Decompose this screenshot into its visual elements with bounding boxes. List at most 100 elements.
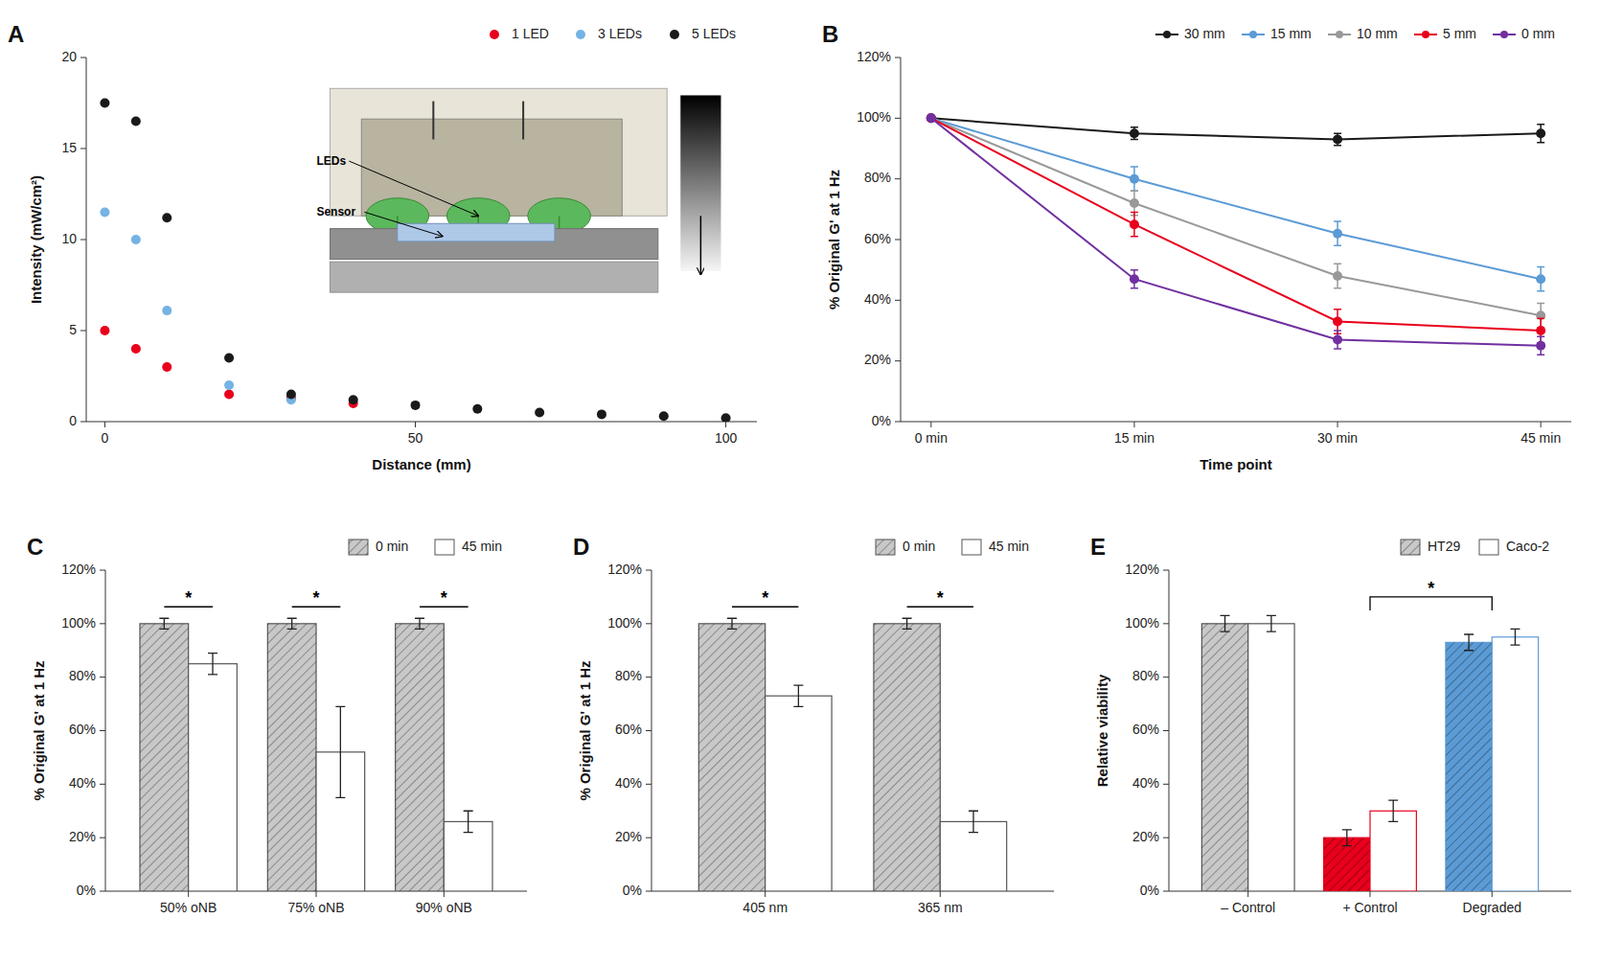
legend-swatch	[875, 539, 895, 555]
y-axis-label: Relative viability	[1094, 673, 1111, 787]
error-bar	[793, 685, 803, 707]
y-tick	[894, 360, 901, 362]
x-tick	[725, 421, 727, 428]
y-tick	[645, 676, 652, 678]
legend-label: 30 mm	[1184, 25, 1226, 42]
x-tick	[414, 421, 416, 428]
y-tick-label: 80%	[615, 667, 642, 684]
y-tick	[645, 783, 652, 785]
legend-swatch	[348, 539, 368, 555]
x-tick	[1540, 421, 1542, 428]
line-marker	[1332, 317, 1343, 327]
error-bar	[727, 617, 737, 629]
legend-label: 0 mm	[1521, 25, 1555, 42]
y-tick-label: 80%	[1132, 667, 1160, 684]
scatter-point	[131, 116, 141, 127]
x-tick-label: 50	[408, 430, 424, 446]
legend-label: Caco-2	[1506, 538, 1550, 554]
panel-title: C	[26, 533, 44, 560]
significance-star: *	[1427, 578, 1435, 598]
y-tick	[894, 299, 901, 301]
y-tick-label: 120%	[856, 48, 892, 65]
schematic-sensor	[397, 223, 555, 242]
scatter-point	[131, 343, 141, 354]
y-tick	[1163, 837, 1169, 839]
line-marker	[926, 113, 937, 123]
x-tick-label: 15 min	[1114, 430, 1155, 446]
legend-swatch-marker	[1249, 30, 1258, 39]
y-tick	[99, 837, 106, 839]
scatter-point	[161, 212, 172, 223]
y-tick	[645, 622, 652, 624]
y-tick	[99, 622, 106, 624]
line-marker	[926, 113, 937, 123]
legend-swatch	[575, 29, 586, 40]
x-tick	[443, 891, 445, 897]
error-bar	[1266, 615, 1277, 632]
x-tick	[316, 891, 318, 897]
line-marker	[1535, 274, 1546, 284]
panel: 0 min15 min30 min45 min0%20%40%60%80%100…	[822, 21, 1572, 473]
y-tick-label: 100%	[607, 615, 642, 631]
legend-swatch	[434, 539, 455, 555]
error-bar	[159, 617, 169, 629]
y-tick	[1163, 676, 1169, 678]
legend-label: 5 mm	[1442, 25, 1477, 42]
y-axis-label: Intensity (mW/cm²)	[27, 175, 45, 304]
y-tick	[645, 730, 652, 732]
legend-swatch-marker	[1335, 30, 1344, 39]
line-marker	[1129, 219, 1140, 229]
line-marker	[1535, 128, 1546, 138]
error-bar	[902, 617, 913, 629]
annotations: *	[1370, 578, 1492, 611]
bar	[188, 663, 238, 892]
x-tick-label: Degraded	[1462, 899, 1523, 915]
bar	[1445, 641, 1492, 892]
line-marker	[926, 113, 937, 123]
line-marker	[1332, 228, 1343, 239]
error-bar	[1509, 628, 1520, 645]
plot-area	[99, 98, 731, 423]
significance-star: *	[440, 588, 448, 608]
bar	[139, 623, 189, 892]
x-tick-label: 50% oNB	[160, 899, 217, 915]
error-bar	[287, 617, 298, 629]
line-marker	[1129, 128, 1140, 138]
y-tick-label: 80%	[864, 169, 892, 185]
plot-area	[926, 113, 1546, 355]
line-marker	[1535, 325, 1546, 336]
line-marker	[1129, 174, 1140, 184]
error-bar	[1388, 800, 1398, 822]
legend-label: 5 LEDs	[691, 25, 736, 42]
schematic-slot	[432, 101, 435, 140]
series-line	[931, 117, 1541, 331]
y-tick	[645, 570, 652, 572]
annotation-arrow	[364, 211, 442, 236]
bar	[395, 623, 445, 892]
y-tick	[645, 891, 652, 892]
y-tick	[99, 783, 106, 785]
y-tick	[1163, 891, 1169, 892]
legend-label: 1 LED	[511, 25, 549, 42]
panel: – Control+ ControlDegraded0%20%40%60%80%…	[1090, 533, 1572, 915]
scatter-point	[348, 394, 359, 405]
scatter-point	[99, 325, 110, 336]
y-tick-label: 100%	[61, 615, 96, 631]
scatter-point	[721, 412, 732, 422]
legend: HT29Caco-2	[1400, 538, 1550, 555]
legend: 0 min45 min	[875, 538, 1029, 555]
scatter-point	[411, 400, 421, 411]
y-tick	[1163, 570, 1169, 572]
y-tick	[894, 239, 901, 241]
y-tick-label: 20	[61, 48, 77, 65]
bar-hatch	[267, 623, 317, 892]
panel: 05010005101520Intensity (mW/cm²)LEDsSens…	[7, 21, 757, 473]
legend-swatch	[1479, 539, 1499, 555]
y-tick	[99, 570, 106, 572]
panel-title: B	[822, 21, 839, 47]
legend-label: 15 mm	[1270, 25, 1312, 42]
x-tick	[1337, 421, 1339, 428]
error-bar	[1130, 270, 1139, 289]
error-bar	[335, 706, 345, 798]
error-bar	[1333, 133, 1342, 146]
